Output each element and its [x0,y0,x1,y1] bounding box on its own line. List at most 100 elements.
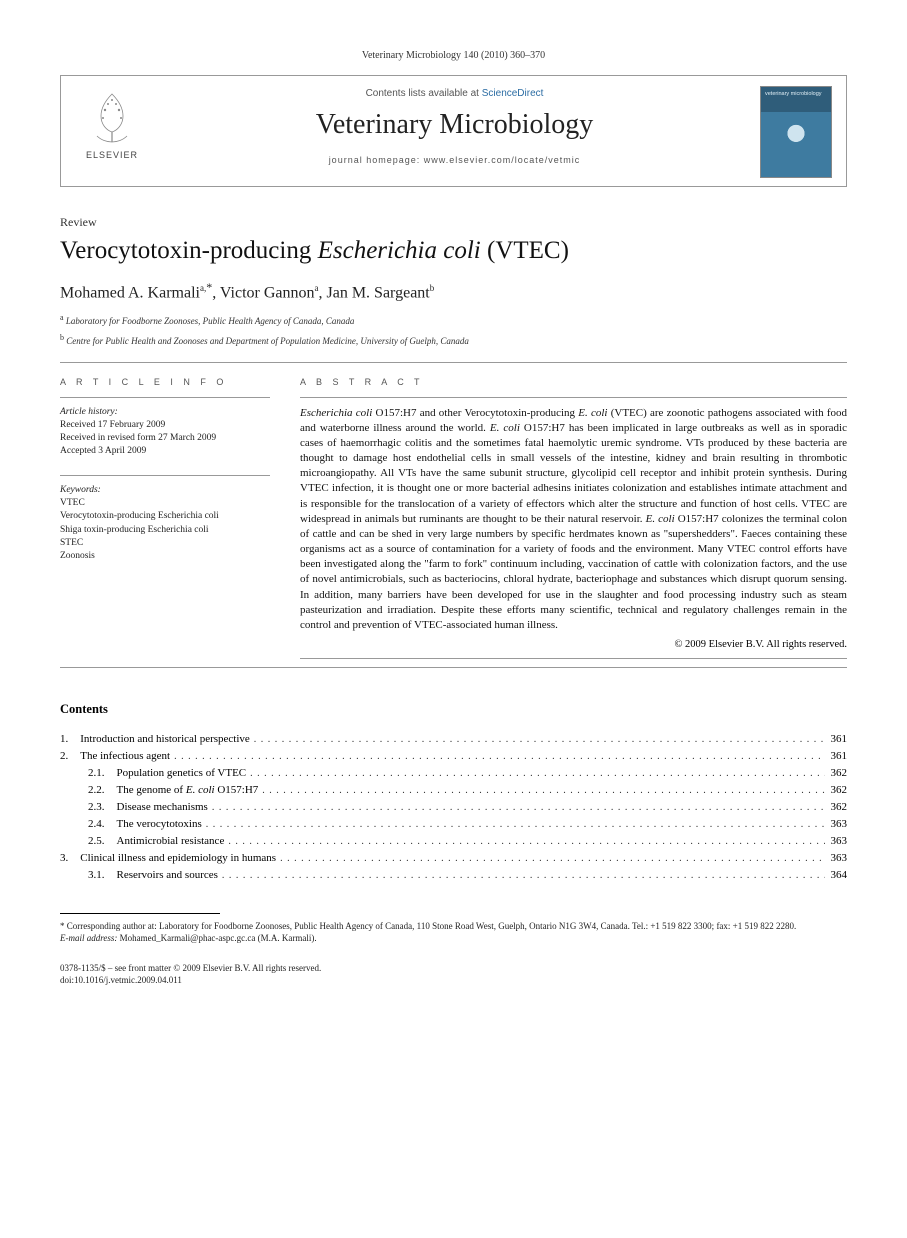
keyword-item: Verocytotoxin-producing Escherichia coli [60,510,270,523]
toc-leader-dots [276,850,824,867]
article-type: Review [60,215,847,230]
toc-number: 2.5. [60,833,117,850]
footnote-corr-text: * Corresponding author at: Laboratory fo… [60,920,847,932]
abstract-column: A B S T R A C T Escherichia coli O157:H7… [300,377,847,660]
affiliation-b: b Centre for Public Health and Zoonoses … [60,332,847,348]
toc-row[interactable]: 3.1.Reservoirs and sources364 [60,867,847,884]
article-title: Verocytotoxin-producing Escherichia coli… [60,236,847,266]
cover-thumb-text: veterinary microbiology [765,91,827,97]
toc-page: 362 [825,799,848,816]
toc-number: 2.3. [60,799,117,816]
email-address[interactable]: Mohamed_Karmali@phac-aspc.gc.ca [120,933,256,943]
toc-row[interactable]: 2.2.The genome of E. coli O157:H7 362 [60,782,847,799]
homepage-url[interactable]: www.elsevier.com/locate/vetmic [424,155,581,165]
abstract-text: Escherichia coli O157:H7 and other Veroc… [300,406,847,634]
toc-row[interactable]: 1.Introduction and historical perspectiv… [60,731,847,748]
email-label: E-mail address: [60,933,117,943]
toc-leader-dots [246,765,824,782]
author-2: , Victor Gannon [212,284,314,301]
sciencedirect-link[interactable]: ScienceDirect [482,88,544,99]
toc-page: 361 [825,748,848,765]
author-list: Mohamed A. Karmalia,*, Victor Gannona, J… [60,280,847,302]
toc-label: The verocytotoxins [117,816,202,833]
toc-label: Disease mechanisms [117,799,208,816]
author-3-affil-sup: b [430,283,435,293]
history-revised: Received in revised form 27 March 2009 [60,432,270,445]
toc-page: 364 [825,867,848,884]
toc-page: 362 [825,782,848,799]
contents-available-line: Contents lists available at ScienceDirec… [163,88,746,99]
title-part-2: (VTEC) [481,237,569,264]
toc-leader-dots [250,731,825,748]
author-3: , Jan M. Sargeant [319,284,430,301]
table-of-contents: 1.Introduction and historical perspectiv… [60,731,847,884]
history-accepted: Accepted 3 April 2009 [60,445,270,458]
toc-leader-dots [202,816,825,833]
toc-number: 2. [60,748,80,765]
running-head: Veterinary Microbiology 140 (2010) 360–3… [60,50,847,61]
article-info-column: A R T I C L E I N F O Article history: R… [60,377,270,660]
toc-leader-dots [224,833,824,850]
toc-label: The genome of E. coli O157:H7 [117,782,259,799]
toc-number: 2.4. [60,816,117,833]
contents-heading: Contents [60,702,847,717]
toc-label: Population genetics of VTEC [117,765,247,782]
article-history-block: Article history: Received 17 February 20… [60,406,270,459]
toc-row[interactable]: 3.Clinical illness and epidemiology in h… [60,850,847,867]
toc-label: The infectious agent [80,748,170,765]
footer-front-matter: 0378-1135/$ – see front matter © 2009 El… [60,962,847,974]
page-footer: 0378-1135/$ – see front matter © 2009 El… [60,962,847,986]
toc-leader-dots [218,867,825,884]
affiliation-a: a Laboratory for Foodborne Zoonoses, Pub… [60,312,847,328]
toc-leader-dots [208,799,825,816]
keyword-item: STEC [60,537,270,550]
title-part-1: Verocytotoxin-producing [60,237,318,264]
footnote-email-line: E-mail address: Mohamed_Karmali@phac-asp… [60,932,847,944]
email-tail: (M.A. Karmali). [255,933,316,943]
toc-row[interactable]: 2.1.Population genetics of VTEC 362 [60,765,847,782]
journal-homepage-line: journal homepage: www.elsevier.com/locat… [163,155,746,165]
history-received: Received 17 February 2009 [60,419,270,432]
contents-prefix: Contents lists available at [366,88,482,99]
elsevier-tree-icon [81,86,143,148]
abstract-heading: A B S T R A C T [300,377,847,387]
masthead-center: Contents lists available at ScienceDirec… [163,86,746,165]
toc-row[interactable]: 2.5.Antimicrobial resistance 363 [60,833,847,850]
footnote-rule [60,913,220,914]
keywords-block: Keywords: VTEC Verocytotoxin-producing E… [60,484,270,564]
footer-doi: doi:10.1016/j.vetmic.2009.04.011 [60,974,847,986]
toc-row[interactable]: 2.The infectious agent 361 [60,748,847,765]
article-info-heading: A R T I C L E I N F O [60,377,270,387]
toc-label: Antimicrobial resistance [117,833,225,850]
toc-page: 361 [825,731,848,748]
toc-number: 1. [60,731,80,748]
elsevier-logo: ELSEVIER [75,86,149,160]
toc-label: Introduction and historical perspective [80,731,250,748]
toc-page: 363 [825,833,848,850]
elsevier-wordmark: ELSEVIER [75,150,149,160]
toc-row[interactable]: 2.4.The verocytotoxins363 [60,816,847,833]
toc-number: 3.1. [60,867,117,884]
journal-name: Veterinary Microbiology [163,109,746,141]
history-label: Article history: [60,406,270,419]
divider [60,667,847,668]
keywords-label: Keywords: [60,484,270,497]
toc-number: 2.1. [60,765,117,782]
toc-number: 3. [60,850,80,867]
keyword-item: VTEC [60,497,270,510]
title-species: Escherichia coli [318,237,481,264]
toc-label: Clinical illness and epidemiology in hum… [80,850,276,867]
homepage-label: journal homepage: [329,155,424,165]
keyword-item: Shiga toxin-producing Escherichia coli [60,524,270,537]
toc-page: 362 [825,765,848,782]
corresponding-author-footnote: * Corresponding author at: Laboratory fo… [60,920,847,944]
toc-leader-dots [258,782,824,799]
toc-page: 363 [825,850,848,867]
journal-cover-thumbnail: veterinary microbiology [760,86,832,178]
toc-leader-dots [170,748,824,765]
abstract-copyright: © 2009 Elsevier B.V. All rights reserved… [300,639,847,650]
keyword-item: Zoonosis [60,550,270,563]
toc-number: 2.2. [60,782,117,799]
toc-row[interactable]: 2.3.Disease mechanisms 362 [60,799,847,816]
journal-masthead: ELSEVIER Contents lists available at Sci… [60,75,847,187]
